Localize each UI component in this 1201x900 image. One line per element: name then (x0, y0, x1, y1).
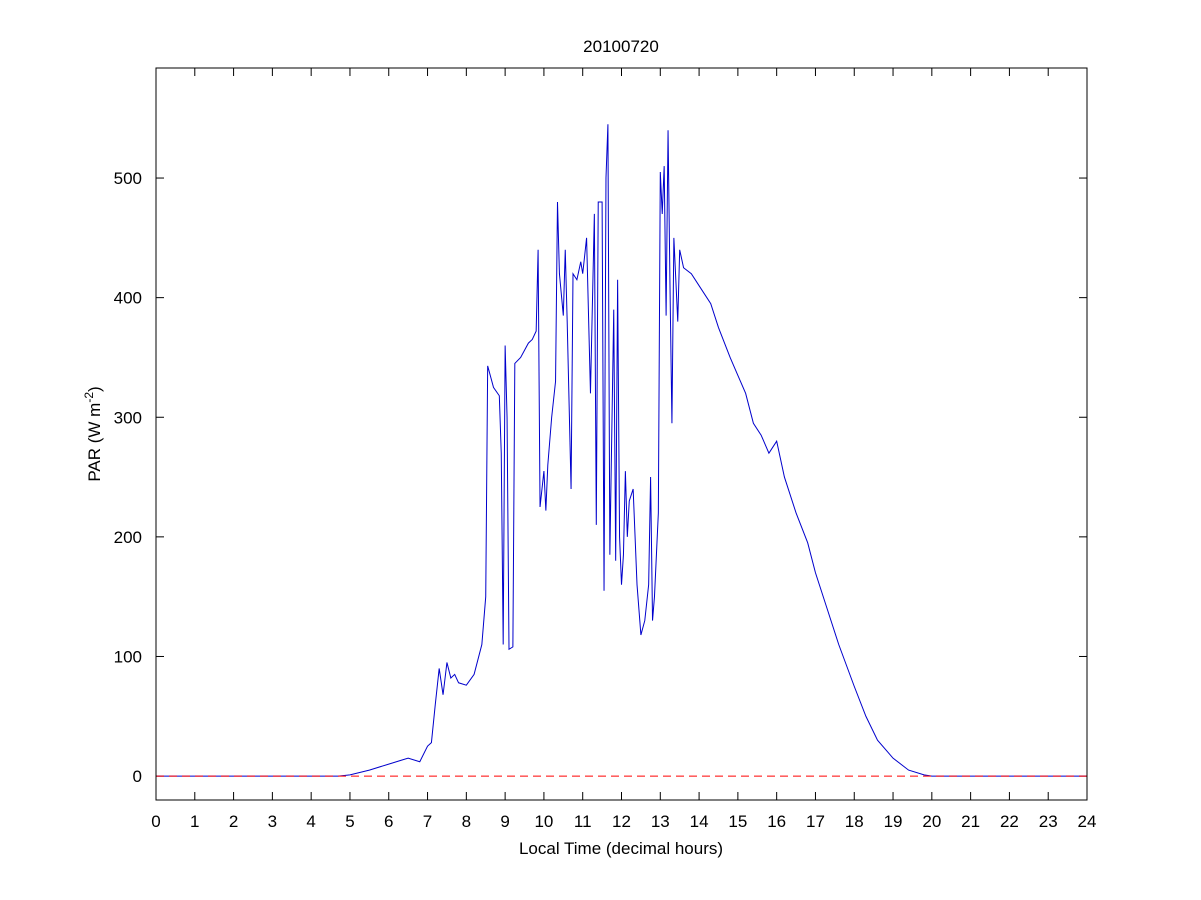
x-tick-label: 3 (268, 812, 277, 831)
y-tick-label: 0 (133, 767, 142, 786)
plot-frame (155, 67, 1088, 801)
x-tick-label: 7 (423, 812, 432, 831)
chart-title: 20100720 (583, 37, 659, 56)
y-axis-label: PAR (W m-2) (82, 386, 104, 481)
y-tick-label: 200 (114, 528, 142, 547)
x-tick-label: 19 (884, 812, 903, 831)
x-tick-label: 9 (500, 812, 509, 831)
x-tick-label: 14 (690, 812, 709, 831)
x-tick-label: 2 (229, 812, 238, 831)
y-label-sup: -2 (82, 392, 96, 403)
x-tick-label: 6 (384, 812, 393, 831)
x-tick-label: 4 (306, 812, 315, 831)
y-tick-label: 400 (114, 289, 142, 308)
x-tick-label: 0 (151, 812, 160, 831)
y-tick-label: 100 (114, 647, 142, 666)
x-tick-label: 22 (1000, 812, 1019, 831)
x-tick-label: 17 (806, 812, 825, 831)
x-tick-label: 12 (612, 812, 631, 831)
x-tick-label: 13 (651, 812, 670, 831)
x-tick-label: 21 (961, 812, 980, 831)
y-tick-label: 300 (114, 408, 142, 427)
data-line (156, 124, 1087, 777)
x-tick-label: 23 (1039, 812, 1058, 831)
x-tick-label: 20 (922, 812, 941, 831)
x-tick-label: 1 (190, 812, 199, 831)
x-tick-label: 15 (728, 812, 747, 831)
y-label-end: ) (85, 386, 104, 392)
x-tick-label: 10 (534, 812, 553, 831)
y-label-main: PAR (W m (85, 403, 104, 482)
x-axis-label: Local Time (decimal hours) (519, 839, 723, 858)
y-tick-label: 500 (114, 169, 142, 188)
x-tick-label: 11 (574, 812, 592, 831)
x-tick-label: 8 (462, 812, 471, 831)
x-tick-label: 24 (1078, 812, 1097, 831)
x-tick-label: 16 (767, 812, 786, 831)
x-tick-label: 18 (845, 812, 864, 831)
x-tick-label: 5 (345, 812, 354, 831)
